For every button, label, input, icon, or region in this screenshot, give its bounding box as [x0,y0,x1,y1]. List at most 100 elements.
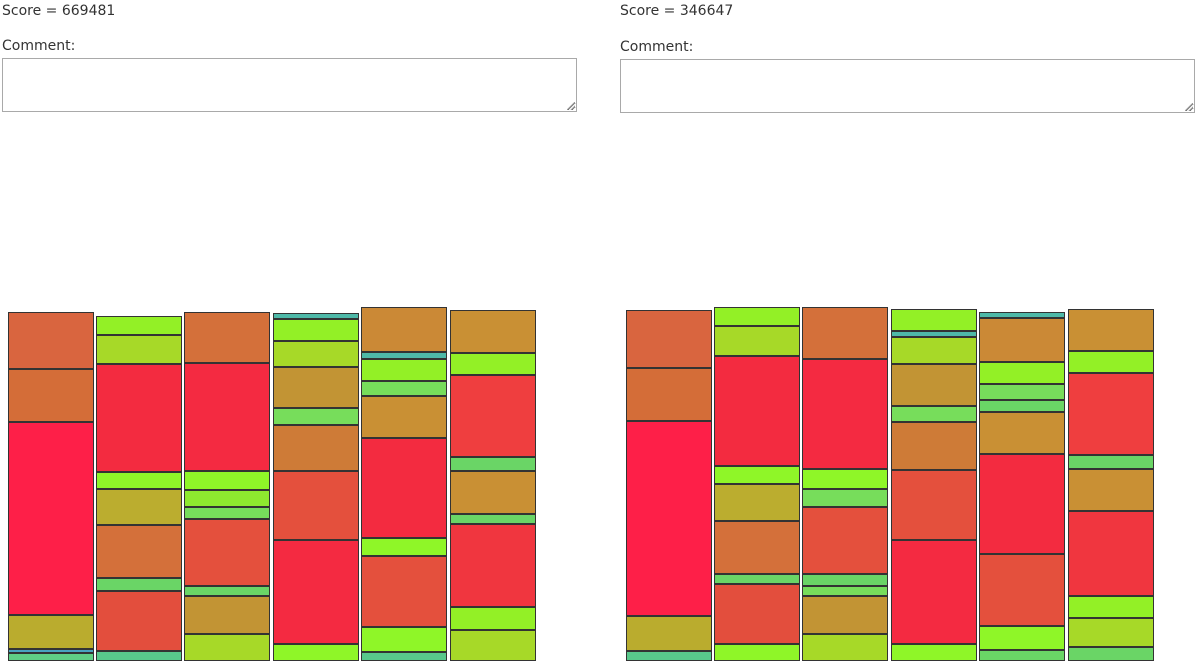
column-chart [620,0,1200,667]
stack-segment [626,421,712,616]
stack-segment [8,649,94,653]
comment-input[interactable] [620,59,1195,113]
stack-segment [361,396,447,438]
stack-segment [8,422,94,615]
stack-segment [714,644,800,661]
stack-segment [96,364,182,472]
stack-segment [8,369,94,422]
stack-segment [273,408,359,425]
stack-segment [184,586,270,596]
stack-segment [273,425,359,471]
stack-segment [1068,511,1154,596]
stack-segment [714,584,800,644]
stack-segment [891,540,977,644]
stack-segment [802,489,888,507]
comment-input[interactable] [2,58,577,112]
stack-segment [361,307,447,352]
stack-segment [184,519,270,586]
stack-segment [979,384,1065,400]
stack-column [1068,309,1154,661]
stack-segment [450,630,536,661]
stack-segment [96,578,182,591]
stack-segment [450,607,536,630]
stack-segment [1068,469,1154,511]
stack-segment [361,381,447,396]
stack-segment [626,368,712,421]
stack-segment [184,490,270,507]
stack-segment [891,337,977,364]
stack-segment [184,507,270,519]
stack-segment [184,596,270,634]
stack-segment [361,352,447,359]
stack-segment [273,540,359,644]
stack-segment [979,412,1065,454]
stack-segment [979,650,1065,661]
stack-segment [450,310,536,353]
stack-segment [273,644,359,661]
stack-column [450,310,536,661]
stack-segment [184,363,270,471]
stack-segment [96,489,182,525]
stack-segment [450,471,536,514]
stack-segment [714,307,800,326]
stack-segment [714,574,800,584]
stack-segment [1068,373,1154,455]
stack-column [8,312,94,661]
stack-segment [1068,309,1154,351]
stack-segment [626,310,712,368]
stack-segment [979,312,1065,318]
stack-segment [979,454,1065,554]
stack-segment [626,651,712,661]
stack-column [361,307,447,661]
stack-segment [714,326,800,356]
stack-column [96,316,182,661]
stack-segment [891,364,977,406]
stack-segment [802,359,888,469]
stack-segment [273,367,359,408]
stack-segment [802,469,888,489]
stack-segment [1068,596,1154,618]
stack-segment [979,554,1065,626]
stack-column [979,312,1065,661]
stack-segment [273,319,359,341]
panel-2: Score = 346647 Comment: [620,0,1200,667]
stack-segment [96,525,182,578]
stack-segment [96,472,182,489]
stack-segment [96,591,182,651]
stack-segment [361,556,447,627]
stack-segment [891,331,977,337]
stack-segment [802,307,888,359]
stack-segment [626,616,712,651]
stack-column [184,312,270,661]
stack-segment [714,356,800,466]
stack-segment [96,316,182,335]
stack-segment [273,471,359,540]
stack-column [273,313,359,661]
stack-segment [891,470,977,540]
stack-segment [8,615,94,649]
stack-segment [450,514,536,524]
stack-segment [891,644,977,661]
stack-segment [1068,455,1154,469]
stack-segment [802,586,888,596]
stack-segment [273,313,359,319]
stack-segment [714,521,800,574]
stack-segment [450,375,536,457]
stack-segment [802,507,888,574]
stack-segment [802,596,888,634]
stack-segment [802,634,888,661]
stack-segment [184,471,270,490]
stack-segment [8,653,94,661]
stack-column [714,307,800,661]
stack-segment [450,457,536,471]
stack-segment [714,484,800,521]
stack-column [802,307,888,661]
panel-1: Score = 669481 Comment: [2,0,582,667]
stack-segment [8,312,94,369]
stack-segment [273,341,359,367]
stack-segment [714,466,800,484]
stack-segment [450,353,536,375]
comment-label: Comment: [620,39,694,55]
stack-segment [184,634,270,661]
stack-segment [1068,351,1154,373]
